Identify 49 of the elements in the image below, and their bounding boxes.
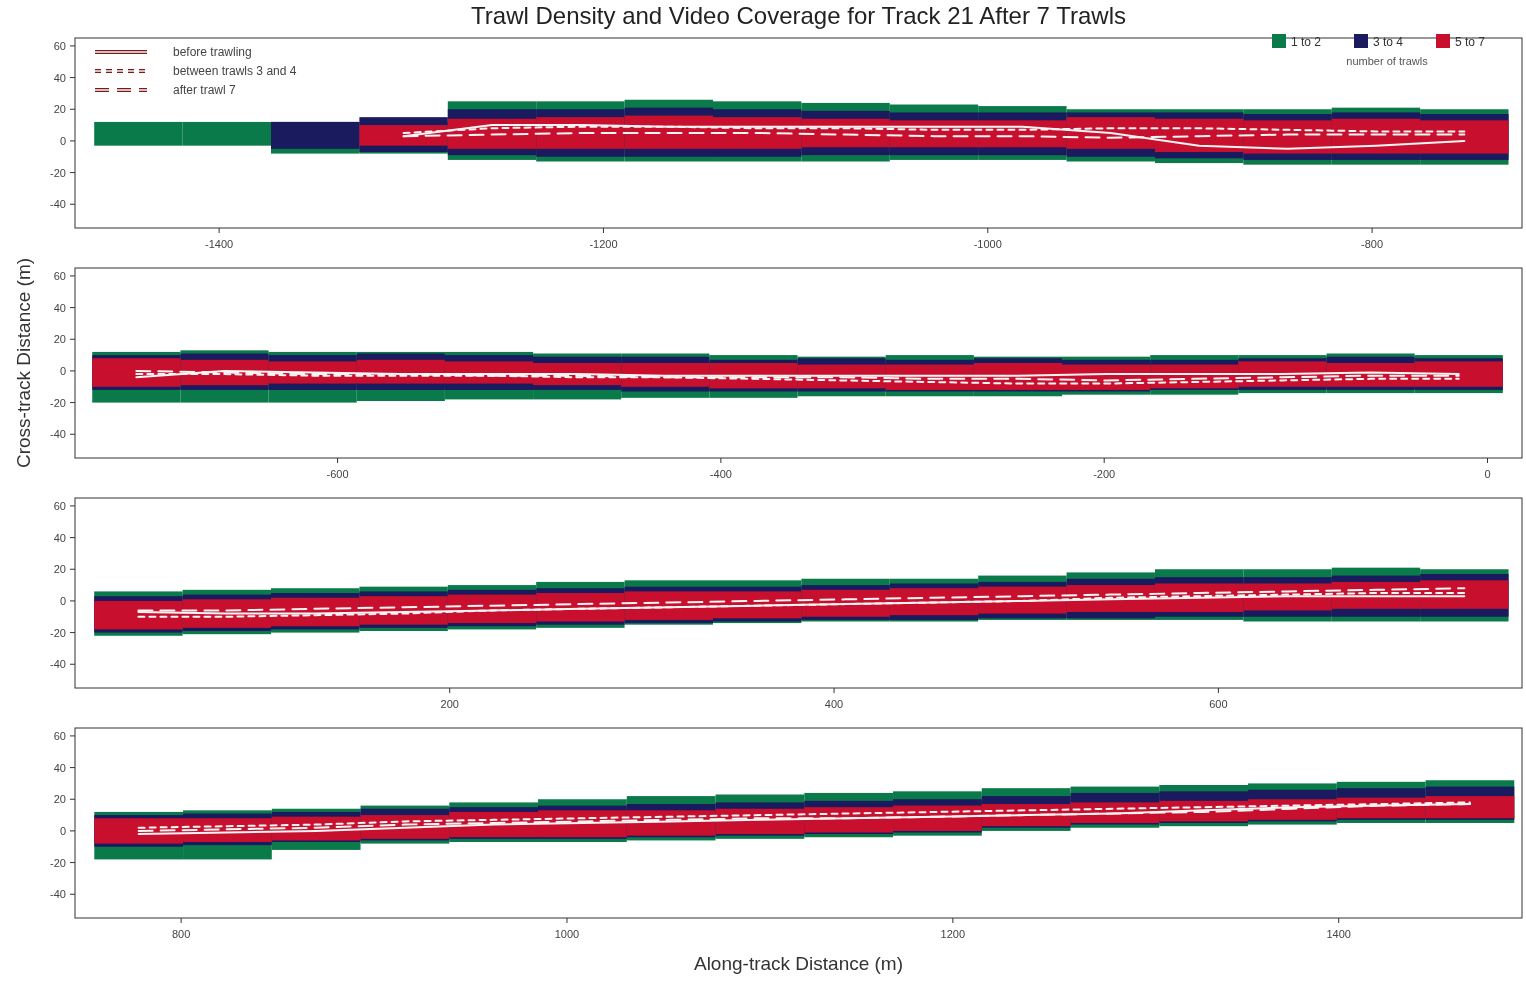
x-tick-label: -800	[1361, 238, 1384, 250]
y-axis-title: Cross-track Distance (m)	[13, 257, 34, 469]
y-tick-label: -20	[50, 396, 66, 409]
y-tick-label: -20	[50, 166, 66, 179]
x-tick-label: 1000	[554, 928, 580, 940]
x-tick-label: -600	[326, 468, 349, 480]
y-tick-label: 40	[53, 761, 66, 774]
x-tick-label: -1000	[973, 238, 1002, 250]
y-tick-label: 60	[53, 499, 66, 512]
y-tick-label: 40	[53, 531, 66, 544]
legend-label: before trawling	[173, 45, 252, 59]
legend-label: 5 to 7	[1455, 35, 1486, 49]
y-tick-label: 0	[59, 364, 66, 377]
x-tick-label: 400	[824, 698, 844, 710]
legend-label: after trawl 7	[173, 83, 237, 97]
legend-label: between trawls 3 and 4	[173, 64, 297, 78]
legend-label: 1 to 2	[1291, 35, 1322, 49]
y-tick-label: 60	[53, 39, 66, 52]
legend-label: 3 to 4	[1373, 35, 1404, 49]
y-tick-label: 20	[53, 333, 66, 346]
y-tick-label: 60	[53, 269, 66, 282]
y-tick-label: 0	[59, 824, 66, 837]
y-tick-label: 0	[59, 134, 66, 147]
x-tick-label: -1200	[589, 238, 618, 250]
y-tick-label: 20	[53, 793, 66, 806]
y-tick-label: 60	[53, 729, 66, 742]
y-tick-label: -40	[50, 428, 66, 441]
x-tick-label: -1400	[205, 238, 234, 250]
y-tick-label: -40	[50, 658, 66, 671]
legend-title: number of trawls	[1346, 55, 1429, 67]
y-tick-label: -40	[50, 888, 66, 901]
x-tick-label: 0	[1484, 468, 1491, 480]
chart-title: Trawl Density and Video Coverage for Track 21 After 7 Trawls	[471, 2, 1126, 29]
y-tick-label: 20	[53, 563, 66, 576]
y-tick-label: -40	[50, 198, 66, 211]
x-tick-label: 800	[171, 928, 191, 940]
y-tick-label: 40	[53, 301, 66, 314]
x-tick-label: 600	[1209, 698, 1228, 710]
x-tick-label: 200	[440, 698, 459, 710]
x-tick-label: 1400	[1326, 928, 1351, 940]
x-axis-title: Along-track Distance (m)	[693, 953, 904, 974]
x-tick-label: 1200	[940, 928, 966, 940]
x-tick-label: -200	[1093, 468, 1116, 480]
y-tick-label: -20	[50, 856, 66, 869]
y-tick-label: 20	[53, 103, 66, 116]
y-tick-label: 0	[59, 594, 66, 607]
y-tick-label: 40	[53, 71, 66, 84]
y-tick-label: -20	[50, 626, 66, 639]
x-tick-label: -400	[709, 468, 732, 480]
